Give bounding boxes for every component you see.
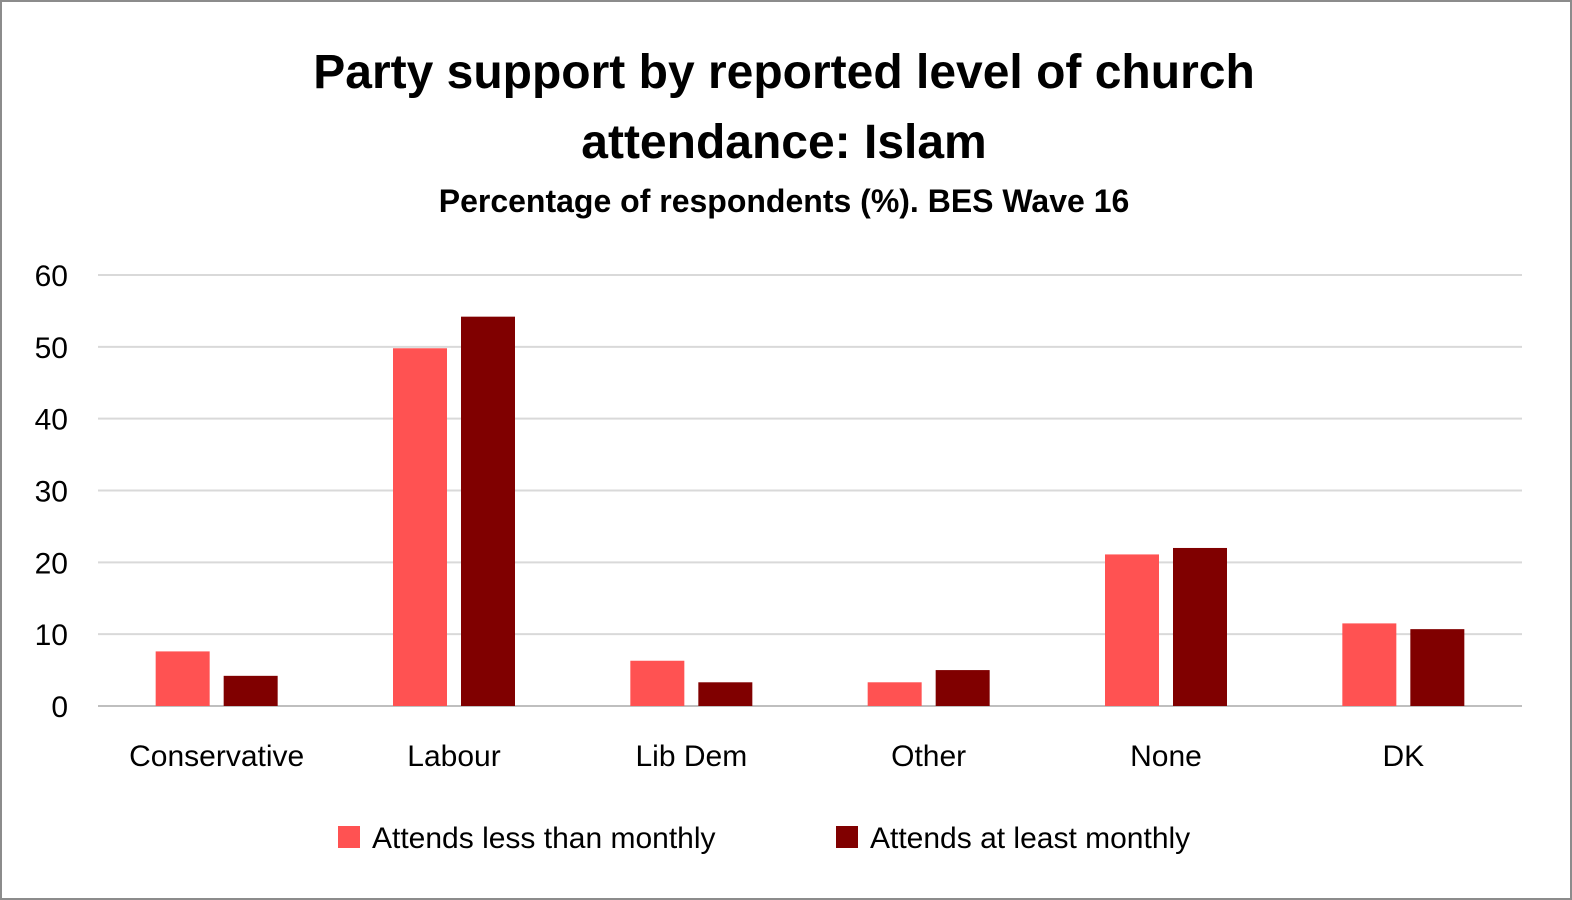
chart-subtitle: Percentage of respondents (%). BES Wave … [439, 183, 1130, 219]
bar-lib-dem-series-1 [630, 660, 685, 706]
gridlines [98, 274, 1522, 707]
y-tick-label: 60 [35, 260, 68, 293]
y-tick-label: 40 [35, 404, 68, 437]
chart-title-line-1: Party support by reported level of churc… [313, 46, 1255, 99]
bar-conservative-series-1 [155, 651, 210, 706]
x-category-label: Conservative [129, 740, 304, 773]
y-axis-ticks: 0 10 20 30 40 50 60 [35, 260, 68, 724]
y-tick-label: 20 [35, 547, 68, 580]
bar-labour-series-1 [393, 348, 447, 706]
y-tick-label: 10 [35, 619, 68, 652]
y-tick-label: 0 [51, 691, 68, 724]
bar-lib-dem-series-2 [698, 682, 753, 706]
bar-conservative-series-2 [223, 675, 278, 706]
bar-dk-series-1 [1342, 623, 1397, 706]
legend: Attends less than monthly Attends at leas… [338, 822, 1190, 855]
legend-label-2: Attends at least monthly [870, 822, 1190, 855]
bar-other-series-2 [935, 670, 990, 706]
x-category-label: DK [1382, 740, 1424, 773]
x-category-label: Lib Dem [635, 740, 747, 773]
x-axis-labels: Conservative Labour Lib Dem Other None DK [129, 740, 1424, 773]
bar-dk-series-2 [1410, 629, 1465, 706]
y-tick-label: 50 [35, 332, 68, 365]
legend-swatch-2 [836, 826, 858, 848]
chart-title-line-2: attendance: Islam [581, 116, 986, 169]
bar-labour-series-2 [461, 316, 515, 706]
x-category-label: Labour [407, 740, 500, 773]
bars [155, 316, 1465, 706]
bar-none-series-1 [1105, 554, 1159, 706]
x-category-label: None [1130, 740, 1202, 773]
legend-swatch-1 [338, 826, 360, 848]
x-category-label: Other [891, 740, 966, 773]
y-tick-label: 30 [35, 476, 68, 509]
legend-label-1: Attends less than monthly [372, 822, 716, 855]
bar-none-series-2 [1173, 547, 1227, 706]
bar-other-series-1 [867, 682, 922, 706]
